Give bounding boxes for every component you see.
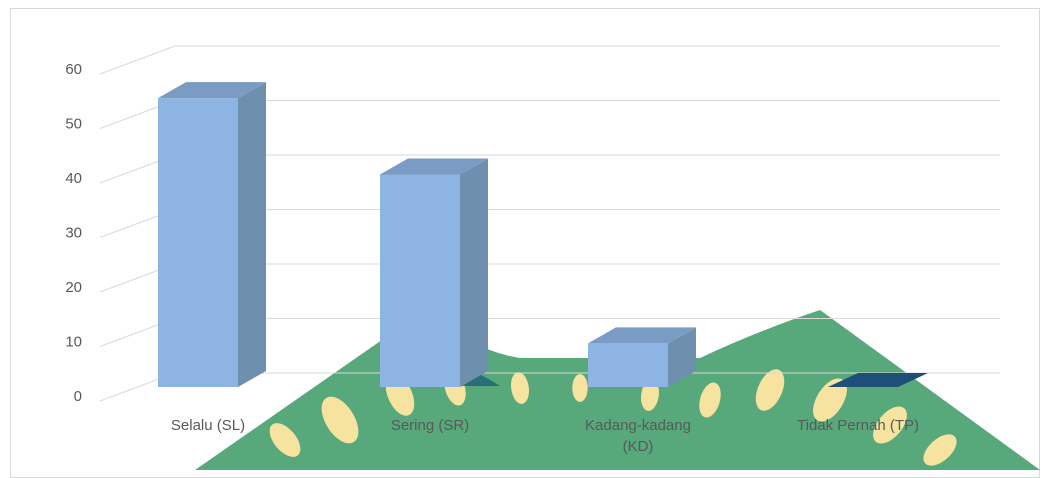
emblem-leaf bbox=[572, 374, 588, 402]
bar-top bbox=[588, 327, 696, 344]
bar-side bbox=[668, 327, 696, 387]
y-axis-ticks: 0 10 20 30 40 50 60 bbox=[65, 61, 82, 405]
emblem-leaf bbox=[813, 378, 847, 422]
bar-top bbox=[158, 82, 266, 99]
emblem-leaf bbox=[923, 434, 957, 466]
bars bbox=[158, 82, 928, 388]
y-tick-label: 30 bbox=[65, 225, 82, 242]
x-category-label: Selalu (SL) bbox=[171, 417, 245, 434]
gridlines bbox=[99, 45, 1000, 402]
emblem-leaf bbox=[269, 423, 301, 457]
y-tick-label: 50 bbox=[65, 116, 82, 133]
bar-4 bbox=[828, 373, 928, 387]
emblem-leaf bbox=[321, 396, 359, 444]
y-tick-label: 20 bbox=[65, 279, 82, 296]
emblem-leaf bbox=[755, 369, 785, 411]
emblem-leaf bbox=[641, 379, 659, 411]
y-tick-label: 10 bbox=[65, 334, 82, 351]
emblem-leaf bbox=[873, 406, 907, 444]
x-category-label: Kadang-kadang (KD) bbox=[585, 417, 691, 455]
bar-side bbox=[460, 158, 488, 387]
bar-front bbox=[158, 98, 238, 388]
emblem-leaf bbox=[511, 372, 529, 404]
bar-side bbox=[238, 82, 266, 388]
bar-2 bbox=[380, 158, 488, 387]
bar-top bbox=[380, 158, 488, 175]
y-tick-label: 40 bbox=[65, 170, 82, 187]
x-axis-labels: Selalu (SL) Sering (SR) Kadang-kadang (KD) T… bbox=[171, 417, 919, 455]
x-category-label: Tidak Pernah (TP) bbox=[797, 417, 919, 434]
emblem-leaf bbox=[699, 382, 721, 418]
y-tick-label: 60 bbox=[65, 61, 82, 78]
y-tick-label: 0 bbox=[74, 388, 82, 405]
bar-flat bbox=[828, 373, 928, 387]
gridline-diagonal bbox=[99, 45, 176, 75]
bar-front bbox=[380, 174, 460, 387]
bar-front bbox=[588, 343, 668, 387]
bar-3 bbox=[588, 327, 696, 387]
bar-1 bbox=[158, 82, 266, 388]
x-category-label: Sering (SR) bbox=[391, 417, 469, 434]
